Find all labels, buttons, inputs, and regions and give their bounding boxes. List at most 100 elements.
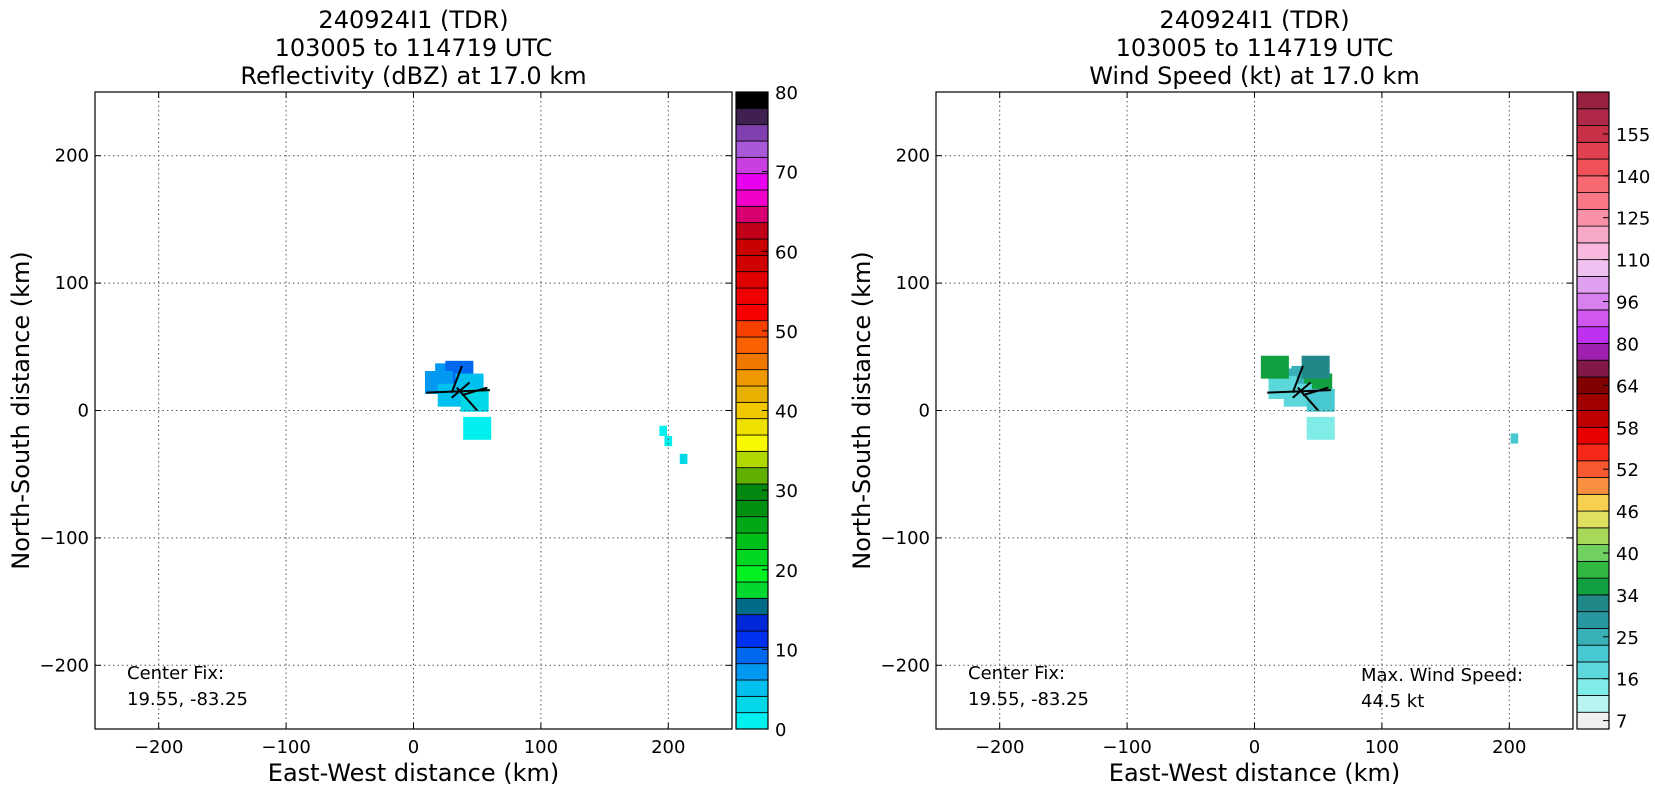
y-axis-label: North-South distance (km) [848,251,876,570]
y-tick-label: 0 [919,401,930,422]
colorbar-segment [735,107,769,126]
colorbar-segment [1576,359,1610,378]
chart-title-line: 240924I1 (TDR) [1159,6,1349,34]
colorbar-segment [1576,426,1610,445]
chart-title-line: 240924I1 (TDR) [318,6,508,34]
colorbar-segment [1576,393,1610,411]
colorbar-tick-label: 25 [1616,628,1639,649]
colorbar-segment [1576,343,1610,361]
chart-title-line: Wind Speed (kt) at 17.0 km [1089,62,1420,90]
flight-track [461,386,488,397]
colorbar-tick-label: 80 [1616,334,1639,355]
colorbar-segment [735,352,769,371]
y-tick-label: −100 [881,528,930,549]
colorbar-segment [735,467,769,485]
colorbar-segment [1576,661,1610,680]
x-axis-label: East-West distance (km) [1109,759,1400,787]
data-cell [463,416,492,440]
colorbar-segment [735,124,769,142]
colorbar-segment [735,548,769,567]
center-fix-label: Center Fix: [968,663,1065,684]
data-cell [1260,355,1289,379]
colorbar-segment [1576,326,1610,344]
colorbar-tick-label: 125 [1616,209,1650,230]
data-cell [664,435,673,447]
colorbar-segment [735,385,769,403]
colorbar-tick-label: 50 [775,322,798,343]
colorbar-tick-label: 40 [1616,544,1639,565]
colorbar-segment [735,303,769,322]
colorbar-segment [735,271,769,289]
colorbar-tick-label: 34 [1616,586,1639,607]
data-cell [679,453,688,465]
data-cell [1283,383,1312,407]
x-axis-label: East-West distance (km) [268,759,559,787]
colorbar-segment [735,483,769,501]
colorbar-tick-label: 155 [1616,125,1650,146]
plot-area [936,92,1573,729]
colorbar-segment [1576,695,1610,713]
chart-panel-1: 240924I1 (TDR)103005 to 114719 UTCReflec… [7,6,798,787]
colorbar-tick-label: 110 [1616,251,1650,272]
chart-title-line: Reflectivity (dBZ) at 17.0 km [240,62,586,90]
chart-title-line: 103005 to 114719 UTC [275,34,553,62]
y-tick-label: 0 [78,401,89,422]
colorbar-segment [735,565,769,583]
flight-track [1291,365,1304,394]
x-tick-label: 0 [408,737,419,758]
colorbar-segment [735,597,769,616]
colorbar-tick-label: 80 [775,83,798,104]
data-cell [460,388,489,412]
colorbar-tick-label: 140 [1616,167,1650,188]
colorbar-segment [1576,644,1610,663]
max-wind-value: 44.5 kt [1361,691,1424,712]
x-tick-label: −100 [261,737,310,758]
colorbar-segment [735,254,769,273]
flight-track [451,381,471,399]
x-tick-label: −200 [975,737,1024,758]
colorbar-tick-label: 60 [775,242,798,263]
flight-track [450,365,463,394]
colorbar-segment [1576,527,1610,546]
colorbar-segment [1576,493,1610,512]
colorbar-segment [1576,477,1610,495]
colorbar-tick-label: 16 [1616,670,1639,691]
x-tick-label: 100 [1365,737,1399,758]
data-cell [1301,355,1330,379]
colorbar-tick-label: 52 [1616,460,1639,481]
colorbar-tick-label: 10 [775,640,798,661]
colorbar-tick-label: 96 [1616,293,1639,314]
colorbar-segment [735,189,769,207]
colorbar-tick-label: 46 [1616,502,1639,523]
colorbar-segment [1576,175,1610,193]
colorbar-segment [735,205,769,224]
x-tick-label: 200 [651,737,685,758]
colorbar-segment [735,369,769,387]
data-cell [1306,416,1335,440]
colorbar: 7 16 25 34 40 46 52 58 64 80 96 110 125 140 155 [1576,91,1650,733]
y-tick-label: 200 [55,146,89,167]
colorbar-segment [735,663,769,681]
colorbar-frame [1576,91,1610,730]
colorbar-segment [1576,611,1610,629]
y-tick-label: 200 [896,146,930,167]
flight-track [1302,386,1329,397]
colorbar-segment [1576,242,1610,261]
colorbar-segment [735,222,769,240]
y-axis-label: North-South distance (km) [7,251,35,570]
data-cell [659,425,668,436]
colorbar-segment [1576,108,1610,126]
colorbar-tick-label: 20 [775,561,798,582]
center-fix-label: Center Fix: [127,663,224,684]
colorbar-segment [735,140,769,158]
colorbar-segment [735,173,769,191]
colorbar-segment [1576,225,1610,244]
x-tick-label: −100 [1102,737,1151,758]
x-tick-label: 100 [524,737,558,758]
y-tick-label: −100 [40,528,89,549]
chart-title-line: 103005 to 114719 UTC [1116,34,1394,62]
max-wind-label: Max. Wind Speed: [1361,665,1523,686]
colorbar-segment [1576,443,1610,462]
colorbar-tick-label: 40 [775,402,798,423]
